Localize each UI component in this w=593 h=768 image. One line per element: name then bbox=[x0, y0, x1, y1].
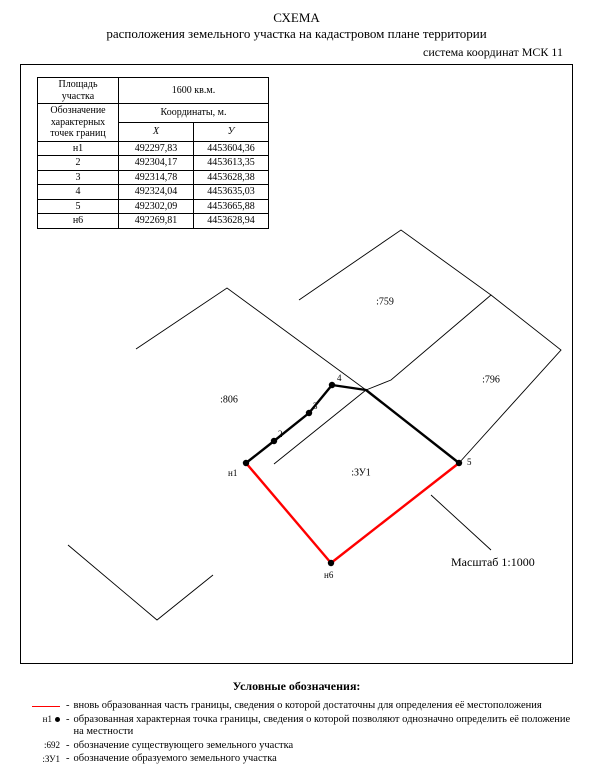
parcel-boundary bbox=[136, 288, 366, 464]
legend-text-2: образованная характерная точка границы, … bbox=[74, 714, 574, 739]
legend-sym-red-line bbox=[28, 700, 66, 712]
point-label: н6 bbox=[324, 570, 333, 580]
legend-text-4: обозначение образуемого земельного участ… bbox=[74, 753, 574, 766]
legend-text-1: вновь образованная часть границы, сведен… bbox=[74, 700, 574, 713]
legend-title: Условные обозначения: bbox=[0, 679, 593, 694]
point-label: 4 bbox=[337, 373, 342, 383]
boundary-point bbox=[329, 382, 335, 388]
boundary-point bbox=[306, 410, 312, 416]
parcel-boundary bbox=[68, 545, 213, 620]
parcel-boundary bbox=[299, 230, 491, 390]
legend-row-red-line: - вновь образованная часть границы, свед… bbox=[28, 700, 573, 713]
point-label: 2 bbox=[278, 429, 283, 439]
title-line2: расположения земельного участка на кадас… bbox=[0, 26, 593, 42]
legend-sym-new: :ЗУ1 bbox=[28, 753, 66, 765]
parcel-label: :796 bbox=[482, 375, 500, 386]
legend: - вновь образованная часть границы, свед… bbox=[28, 700, 573, 767]
plot-svg bbox=[21, 65, 572, 663]
existing-boundary-segment bbox=[246, 385, 459, 463]
drawing-frame: Площадь участка 1600 кв.м. Обозначение х… bbox=[20, 64, 573, 664]
title-block: СХЕМА расположения земельного участка на… bbox=[0, 0, 593, 43]
title-line1: СХЕМА bbox=[0, 10, 593, 26]
point-label: н1 bbox=[228, 468, 237, 478]
parcel-label: :ЗУ1 bbox=[351, 468, 371, 479]
page: СХЕМА расположения земельного участка на… bbox=[0, 0, 593, 768]
parcel-boundary bbox=[459, 295, 561, 463]
boundary-point bbox=[243, 460, 249, 466]
boundary-point bbox=[271, 438, 277, 444]
scale-label: Масштаб 1:1000 bbox=[451, 555, 535, 570]
legend-row-point: н1 - образованная характерная точка гран… bbox=[28, 714, 573, 739]
point-label: 5 bbox=[467, 457, 472, 467]
legend-row-existing-parcel: :692 - обозначение существующего земельн… bbox=[28, 740, 573, 753]
parcel-boundary bbox=[431, 495, 491, 550]
boundary-point bbox=[456, 460, 462, 466]
boundary-point bbox=[328, 560, 334, 566]
legend-sym-point: н1 bbox=[28, 714, 66, 726]
parcel-label: :759 bbox=[376, 297, 394, 308]
coord-system: система координат МСК 11 bbox=[0, 45, 593, 60]
legend-row-new-parcel: :ЗУ1 - обозначение образуемого земельног… bbox=[28, 753, 573, 766]
legend-sym-existing: :692 bbox=[28, 740, 66, 752]
legend-text-3: обозначение существующего земельного уча… bbox=[74, 740, 574, 753]
parcel-label: :806 bbox=[220, 395, 238, 406]
point-label: 3 bbox=[313, 401, 318, 411]
